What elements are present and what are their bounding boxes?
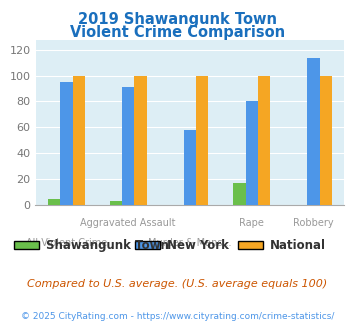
Bar [258, 76, 270, 205]
Text: 2019 Shawangunk Town: 2019 Shawangunk Town [78, 12, 277, 26]
Text: Compared to U.S. average. (U.S. average equals 100): Compared to U.S. average. (U.S. average … [27, 279, 328, 289]
Text: Murder & Mans...: Murder & Mans... [148, 238, 232, 248]
Bar [184, 130, 196, 205]
Text: Violent Crime Comparison: Violent Crime Comparison [70, 25, 285, 40]
Bar [134, 76, 147, 205]
Text: National: National [270, 239, 326, 251]
Bar [246, 102, 258, 205]
Text: Rape: Rape [239, 218, 264, 228]
Bar [233, 183, 246, 205]
Text: All Violent Crime: All Violent Crime [26, 238, 107, 248]
Bar [196, 76, 208, 205]
Bar [110, 201, 122, 205]
Text: Aggravated Assault: Aggravated Assault [80, 218, 176, 228]
Bar [320, 76, 332, 205]
Text: © 2025 CityRating.com - https://www.cityrating.com/crime-statistics/: © 2025 CityRating.com - https://www.city… [21, 312, 334, 321]
Bar [307, 58, 320, 205]
Text: Shawangunk Town: Shawangunk Town [46, 239, 169, 251]
Bar [48, 199, 60, 205]
Text: Robbery: Robbery [293, 218, 334, 228]
Bar [122, 87, 134, 205]
Text: New York: New York [167, 239, 229, 251]
Bar [72, 76, 85, 205]
Bar [60, 82, 72, 205]
